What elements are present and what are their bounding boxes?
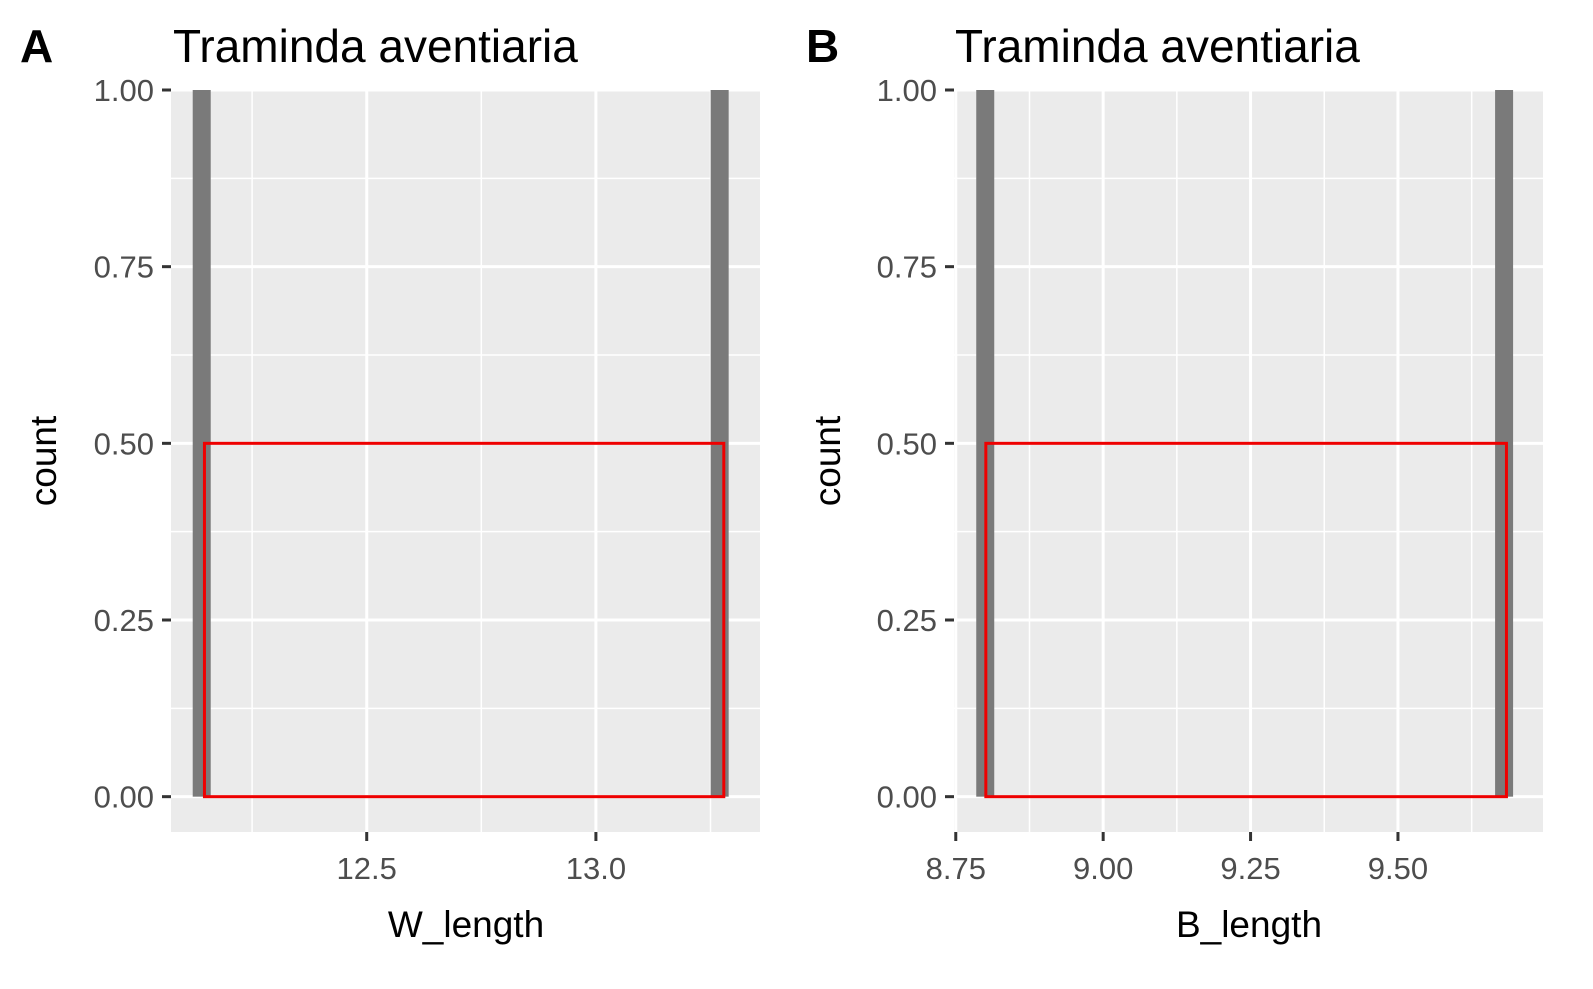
- y-axis-title: count: [807, 415, 848, 506]
- panel-b: B Traminda aventiaria 0.00 0.25 0.50 0.75 1.…: [806, 20, 1543, 945]
- x-tick-label: 8.75: [926, 851, 986, 886]
- x-axis: 12.5 13.0: [337, 832, 626, 886]
- x-tick-label: 9.00: [1073, 851, 1133, 886]
- plot-panel: [954, 90, 1543, 832]
- x-tick-label: 13.0: [566, 851, 626, 886]
- grid: [171, 88, 760, 832]
- y-tick-label: 0.50: [877, 426, 937, 461]
- overlay-rect: [202, 441, 726, 799]
- x-axis: 8.75 9.00 9.25 9.50: [926, 832, 1428, 886]
- y-tick-label: 0.25: [94, 603, 154, 638]
- x-axis-title: B_length: [1176, 904, 1322, 945]
- y-tick-label: 1.00: [94, 73, 154, 108]
- chart-title: Traminda aventiaria: [955, 20, 1360, 72]
- x-tick-label: 9.50: [1368, 851, 1428, 886]
- y-tick-label: 0.75: [94, 250, 154, 285]
- y-tick-label: 0.50: [94, 426, 154, 461]
- y-axis-title: count: [23, 415, 64, 506]
- plot-panel: [171, 90, 760, 832]
- y-axis: 0.00 0.25 0.50 0.75 1.00: [94, 73, 171, 815]
- panel-tag: A: [20, 20, 53, 72]
- panel-tag: B: [806, 20, 839, 72]
- x-tick-label: 9.25: [1220, 851, 1280, 886]
- histogram-bar: [192, 90, 211, 797]
- overlay-rect: [984, 441, 1508, 799]
- x-tick-label: 12.5: [337, 851, 397, 886]
- y-tick-label: 1.00: [877, 73, 937, 108]
- y-tick-label: 0.00: [94, 780, 154, 815]
- panel-a: A Traminda aventiaria 0.00 0.25 0.50 0.75 1.…: [20, 20, 760, 945]
- y-tick-label: 0.25: [877, 603, 937, 638]
- y-tick-label: 0.00: [877, 780, 937, 815]
- x-axis-title: W_length: [388, 904, 544, 945]
- y-tick-label: 0.75: [877, 250, 937, 285]
- y-axis: 0.00 0.25 0.50 0.75 1.00: [877, 73, 954, 815]
- chart-title: Traminda aventiaria: [173, 20, 578, 72]
